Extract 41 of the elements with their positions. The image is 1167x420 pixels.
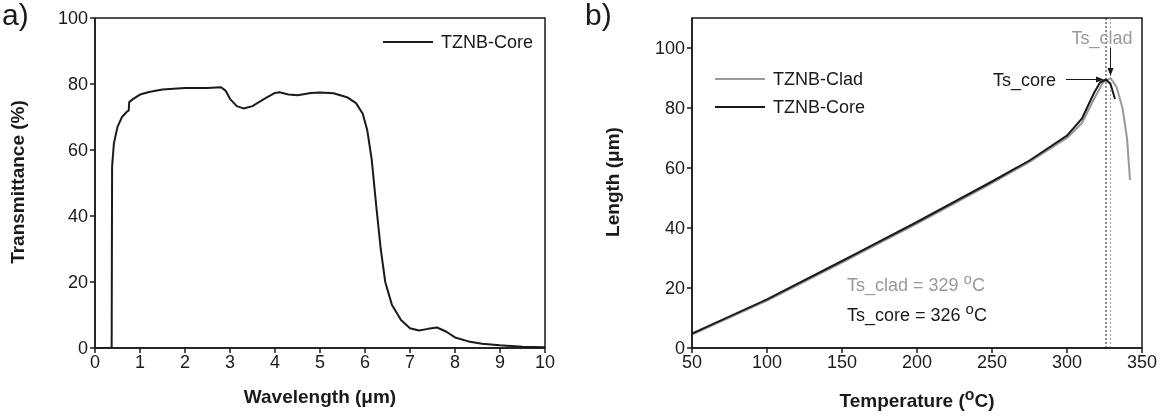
annotation: Ts_core = 326 $^{o}$C	[847, 300, 987, 326]
y-tick-label: 0	[77, 338, 88, 359]
x-tick-label: 300	[1051, 351, 1083, 372]
y-tick-label: 100	[57, 8, 88, 29]
y-tick-label: 80	[664, 98, 685, 119]
legend-label: TZNB-Core	[440, 31, 533, 53]
x-tick-label: 350	[1126, 351, 1158, 372]
y-tick-label: 80	[67, 74, 88, 95]
x-tick-label: 250	[976, 351, 1008, 372]
y-tick-label: 40	[664, 218, 685, 239]
x-tick-label: 9	[494, 351, 506, 372]
x-tick-label: 2	[179, 351, 191, 372]
x-tick-label: 7	[404, 351, 416, 372]
annotation: Ts_clad	[1071, 28, 1133, 49]
annotation: Ts_clad = 329 $^{o}$C	[847, 270, 985, 296]
legend-label: TZNB-Core	[773, 96, 866, 118]
x-tick-label: 0	[89, 351, 101, 372]
legend-label: TZNB-Clad	[773, 68, 864, 90]
x-axis-title: Temperature ($^{o}$C)	[838, 386, 996, 413]
y-axis-title: Length (μm)	[602, 127, 623, 237]
text: b)	[585, 0, 612, 32]
x-tick-label: 5	[314, 351, 326, 372]
x-tick-label: 8	[449, 351, 461, 372]
x-tick-label: 1	[134, 351, 146, 372]
y-tick-label: 20	[664, 278, 685, 299]
y-tick-label: 100	[654, 38, 685, 59]
y-tick-label: 40	[67, 206, 88, 227]
x-tick-label: 3	[224, 351, 236, 372]
x-tick-label: 6	[359, 351, 371, 372]
x-tick-label: 100	[751, 351, 783, 372]
y-tick-label: 60	[67, 140, 88, 161]
x-tick-label: 200	[901, 351, 933, 372]
y-axis-title: Transmittance (%)	[7, 100, 28, 264]
annotation: Ts_core	[992, 69, 1056, 91]
y-tick-label: 60	[664, 158, 685, 179]
x-tick-label: 4	[269, 351, 281, 372]
x-tick-label: 10	[534, 351, 556, 372]
text: a)	[2, 0, 29, 32]
x-axis-title: Wavelength (μm)	[242, 386, 398, 408]
y-tick-label: 20	[67, 272, 88, 293]
x-tick-label: 150	[826, 351, 858, 372]
